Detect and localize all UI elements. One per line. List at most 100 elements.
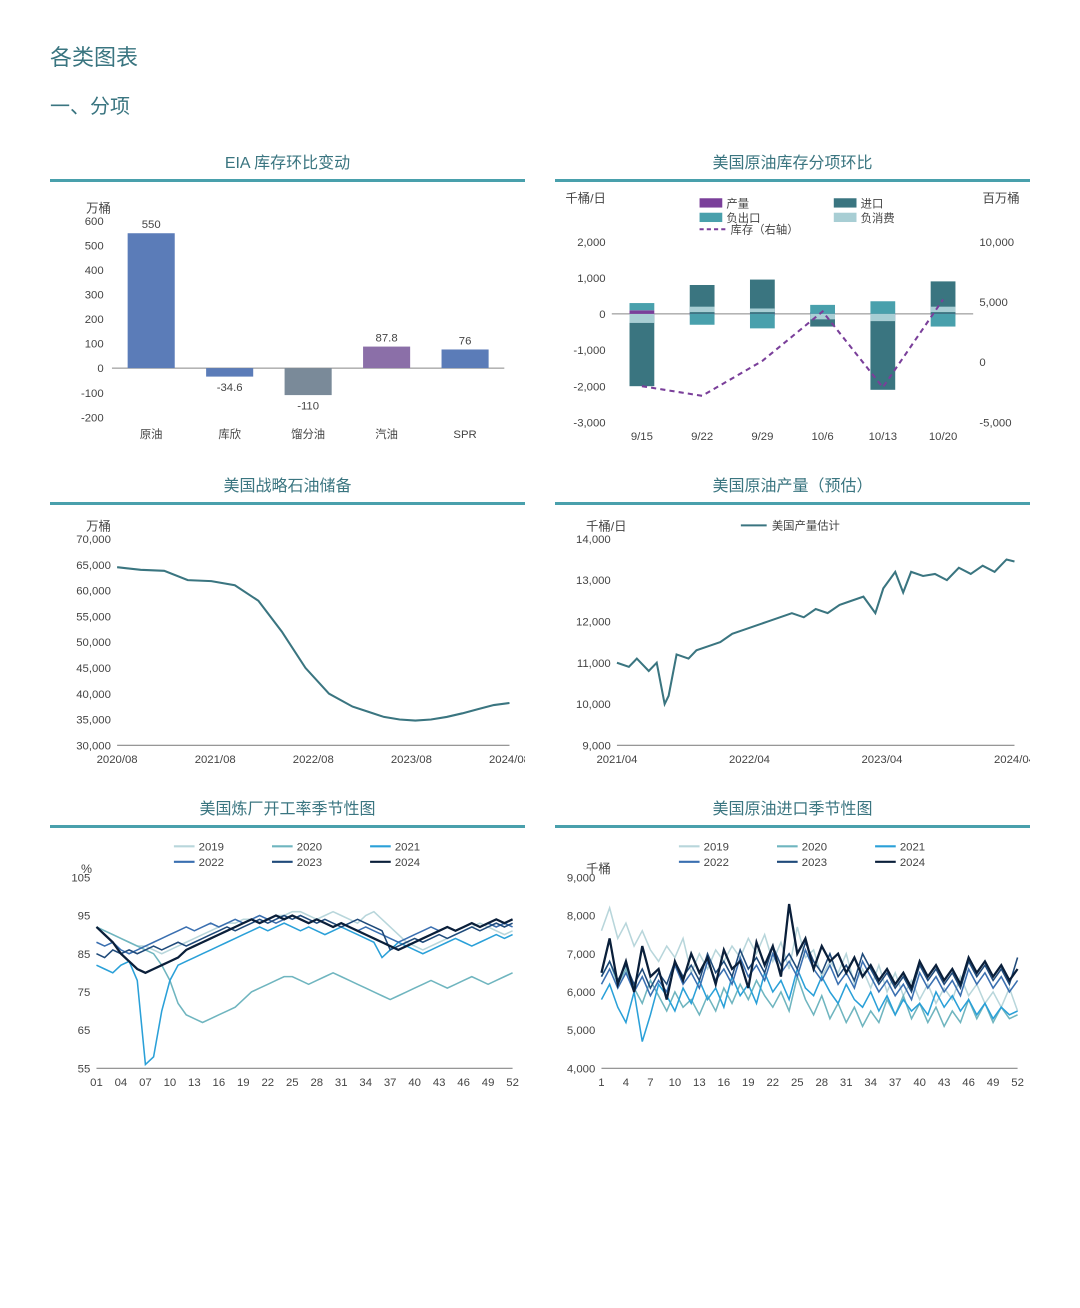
chart-2-title: 美国原油库存分项环比 <box>555 149 1030 182</box>
main-title: 各类图表 <box>50 40 1030 72</box>
svg-text:10,000: 10,000 <box>576 699 611 711</box>
chart-2-svg: 产量进口负出口负消费库存（右轴）千桶/日百万桶-3,000-2,000-1,00… <box>555 190 1030 448</box>
svg-text:16: 16 <box>213 1077 226 1089</box>
svg-text:85: 85 <box>78 949 91 961</box>
svg-text:2021: 2021 <box>395 841 420 853</box>
svg-text:52: 52 <box>506 1077 519 1089</box>
svg-text:8,000: 8,000 <box>567 911 595 923</box>
svg-text:-1,000: -1,000 <box>573 345 605 357</box>
svg-text:2021/08: 2021/08 <box>195 754 236 766</box>
svg-text:2022: 2022 <box>704 857 729 869</box>
svg-text:进口: 进口 <box>861 198 884 211</box>
svg-text:76: 76 <box>459 335 472 347</box>
svg-text:50,000: 50,000 <box>76 637 111 649</box>
chart-4: 美国原油产量（预估） 9,00010,00011,00012,00013,000… <box>555 472 1030 755</box>
svg-text:10: 10 <box>164 1077 177 1089</box>
svg-text:-200: -200 <box>81 412 104 424</box>
chart-5-svg: 201920202021202220232024%556575859510501… <box>50 836 525 1094</box>
svg-text:-5,000: -5,000 <box>979 417 1011 429</box>
svg-text:37: 37 <box>889 1077 902 1089</box>
svg-text:300: 300 <box>85 290 104 302</box>
chart-1-svg: -200-1000100200300400500600万桶550原油-34.6库… <box>50 190 525 448</box>
svg-text:200: 200 <box>85 314 104 326</box>
svg-text:10/13: 10/13 <box>869 431 897 443</box>
svg-text:34: 34 <box>864 1077 877 1089</box>
svg-text:7: 7 <box>647 1077 653 1089</box>
svg-text:25: 25 <box>791 1077 804 1089</box>
svg-text:40: 40 <box>913 1077 926 1089</box>
svg-text:95: 95 <box>78 911 91 923</box>
chart-3: 美国战略石油储备 30,00035,00040,00045,00050,0005… <box>50 472 525 755</box>
svg-text:13,000: 13,000 <box>576 575 611 587</box>
svg-text:14,000: 14,000 <box>576 534 611 546</box>
svg-text:70,000: 70,000 <box>76 534 111 546</box>
chart-3-title: 美国战略石油储备 <box>50 472 525 505</box>
svg-text:28: 28 <box>815 1077 828 1089</box>
svg-text:10/20: 10/20 <box>929 431 957 443</box>
svg-text:22: 22 <box>261 1077 274 1089</box>
svg-text:-3,000: -3,000 <box>573 417 605 429</box>
section-title: 一、分项 <box>50 90 1030 119</box>
svg-text:2022/04: 2022/04 <box>729 754 770 766</box>
svg-text:13: 13 <box>693 1077 706 1089</box>
svg-text:01: 01 <box>90 1077 103 1089</box>
svg-text:500: 500 <box>85 241 104 253</box>
svg-text:2022/08: 2022/08 <box>293 754 334 766</box>
svg-text:-2,000: -2,000 <box>573 381 605 393</box>
svg-text:65: 65 <box>78 1025 91 1037</box>
svg-text:55: 55 <box>78 1063 91 1075</box>
svg-text:负消费: 负消费 <box>861 211 895 225</box>
svg-text:馏分油: 馏分油 <box>291 427 325 441</box>
svg-text:46: 46 <box>962 1077 975 1089</box>
svg-text:汽油: 汽油 <box>375 427 398 441</box>
svg-text:30,000: 30,000 <box>76 740 111 752</box>
svg-text:0: 0 <box>97 363 103 375</box>
svg-text:19: 19 <box>742 1077 755 1089</box>
svg-text:13: 13 <box>188 1077 201 1089</box>
svg-text:31: 31 <box>840 1077 853 1089</box>
svg-text:45,000: 45,000 <box>76 663 111 675</box>
chart-5: 美国炼厂开工率季节性图 201920202021202220232024%556… <box>50 795 525 1078</box>
svg-text:43: 43 <box>938 1077 951 1089</box>
svg-text:5,000: 5,000 <box>979 297 1007 309</box>
svg-text:2022: 2022 <box>199 857 224 869</box>
svg-text:75: 75 <box>78 987 91 999</box>
chart-6-svg: 201920202021202220232024千桶4,0005,0006,00… <box>555 836 1030 1094</box>
svg-text:60,000: 60,000 <box>76 586 111 598</box>
svg-text:55,000: 55,000 <box>76 611 111 623</box>
svg-text:美国产量估计: 美国产量估计 <box>772 519 840 533</box>
svg-text:400: 400 <box>85 265 104 277</box>
svg-text:2024/08: 2024/08 <box>489 754 525 766</box>
svg-text:2024/04: 2024/04 <box>994 754 1030 766</box>
svg-text:49: 49 <box>482 1077 495 1089</box>
chart-4-svg: 9,00010,00011,00012,00013,00014,000千桶/日美… <box>555 513 1030 771</box>
svg-text:2024: 2024 <box>395 857 420 869</box>
svg-text:10: 10 <box>669 1077 682 1089</box>
svg-text:9,000: 9,000 <box>567 872 595 884</box>
svg-text:12,000: 12,000 <box>576 617 611 629</box>
svg-text:04: 04 <box>115 1077 128 1089</box>
svg-text:原油: 原油 <box>140 427 163 441</box>
svg-text:-34.6: -34.6 <box>217 382 243 394</box>
svg-text:52: 52 <box>1011 1077 1024 1089</box>
svg-text:2020: 2020 <box>802 841 827 853</box>
svg-text:19: 19 <box>237 1077 250 1089</box>
svg-text:1,000: 1,000 <box>577 273 605 285</box>
svg-text:43: 43 <box>433 1077 446 1089</box>
svg-text:22: 22 <box>766 1077 779 1089</box>
svg-text:负出口: 负出口 <box>726 211 760 225</box>
svg-text:28: 28 <box>310 1077 323 1089</box>
svg-text:9/22: 9/22 <box>691 431 713 443</box>
chart-5-title: 美国炼厂开工率季节性图 <box>50 795 525 828</box>
svg-text:库存（右轴）: 库存（右轴） <box>731 222 799 236</box>
svg-text:16: 16 <box>718 1077 731 1089</box>
svg-text:4: 4 <box>623 1077 629 1089</box>
svg-text:34: 34 <box>359 1077 372 1089</box>
svg-text:百万桶: 百万桶 <box>983 190 1020 205</box>
svg-text:SPR: SPR <box>453 429 476 441</box>
svg-text:产量: 产量 <box>726 197 749 211</box>
chart-1-title: EIA 库存环比变动 <box>50 149 525 182</box>
svg-text:库欣: 库欣 <box>218 427 241 441</box>
svg-text:7,000: 7,000 <box>567 949 595 961</box>
svg-text:87.8: 87.8 <box>376 332 398 344</box>
